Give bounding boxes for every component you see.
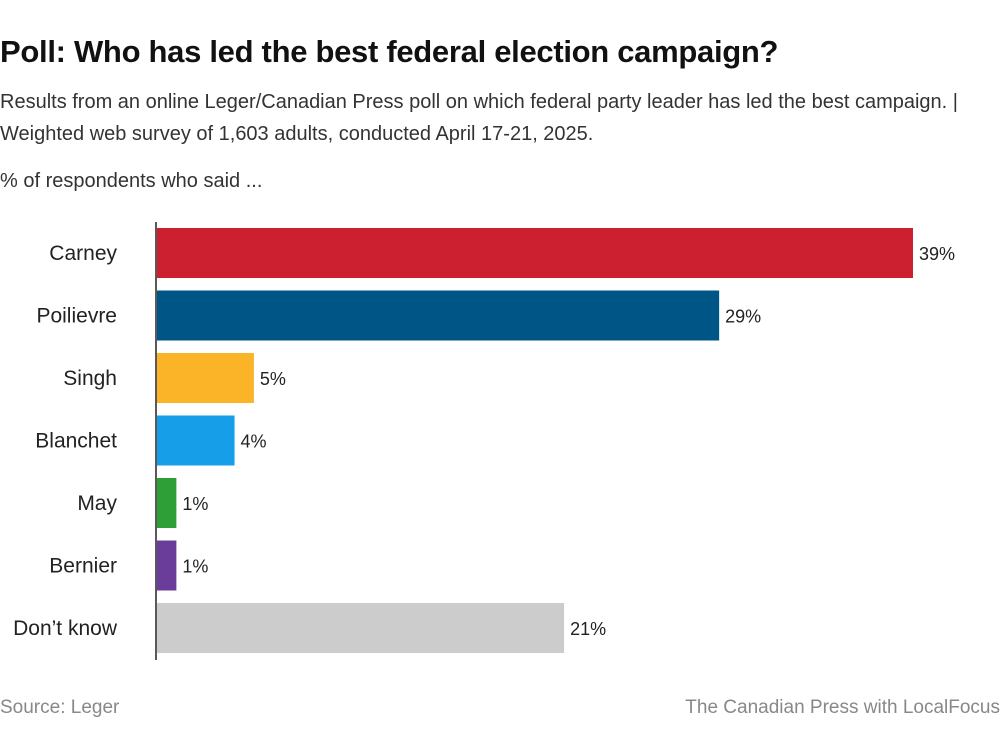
value-label: 39%: [919, 244, 955, 264]
bar-don-t-know: [157, 603, 565, 653]
category-label: May: [77, 492, 117, 515]
category-label: Poilievre: [36, 305, 117, 328]
category-label: Don’t know: [13, 617, 118, 640]
bar-bernier: [157, 540, 177, 591]
chart-subtitle: Results from an online Leger/Canadian Pr…: [0, 91, 958, 145]
value-label: 5%: [260, 369, 286, 389]
value-label: 29%: [725, 307, 761, 327]
bar-blanchet: [157, 415, 235, 466]
chart-title: Poll: Who has led the best federal elect…: [0, 34, 779, 69]
bar-singh: [157, 353, 254, 403]
bars-group: Carney 39% Poilievre 29% Singh 5% Blanchet 4% Ma…: [13, 228, 955, 653]
bar-carney: [157, 228, 913, 278]
value-label: 21%: [570, 619, 606, 639]
credit-note: The Canadian Press with LocalFocus: [685, 697, 1000, 718]
bar-poilievre: [157, 290, 720, 341]
unit-label: % of respondents who said ...: [0, 170, 263, 192]
value-label: 1%: [182, 557, 208, 577]
category-label: Blanchet: [35, 430, 117, 453]
source-note: Source: Leger: [0, 697, 120, 718]
value-label: 1%: [182, 494, 208, 514]
category-label: Singh: [63, 367, 117, 390]
category-label: Carney: [49, 242, 117, 265]
category-label: Bernier: [49, 555, 117, 578]
value-label: 4%: [241, 432, 267, 452]
bar-may: [157, 478, 177, 528]
